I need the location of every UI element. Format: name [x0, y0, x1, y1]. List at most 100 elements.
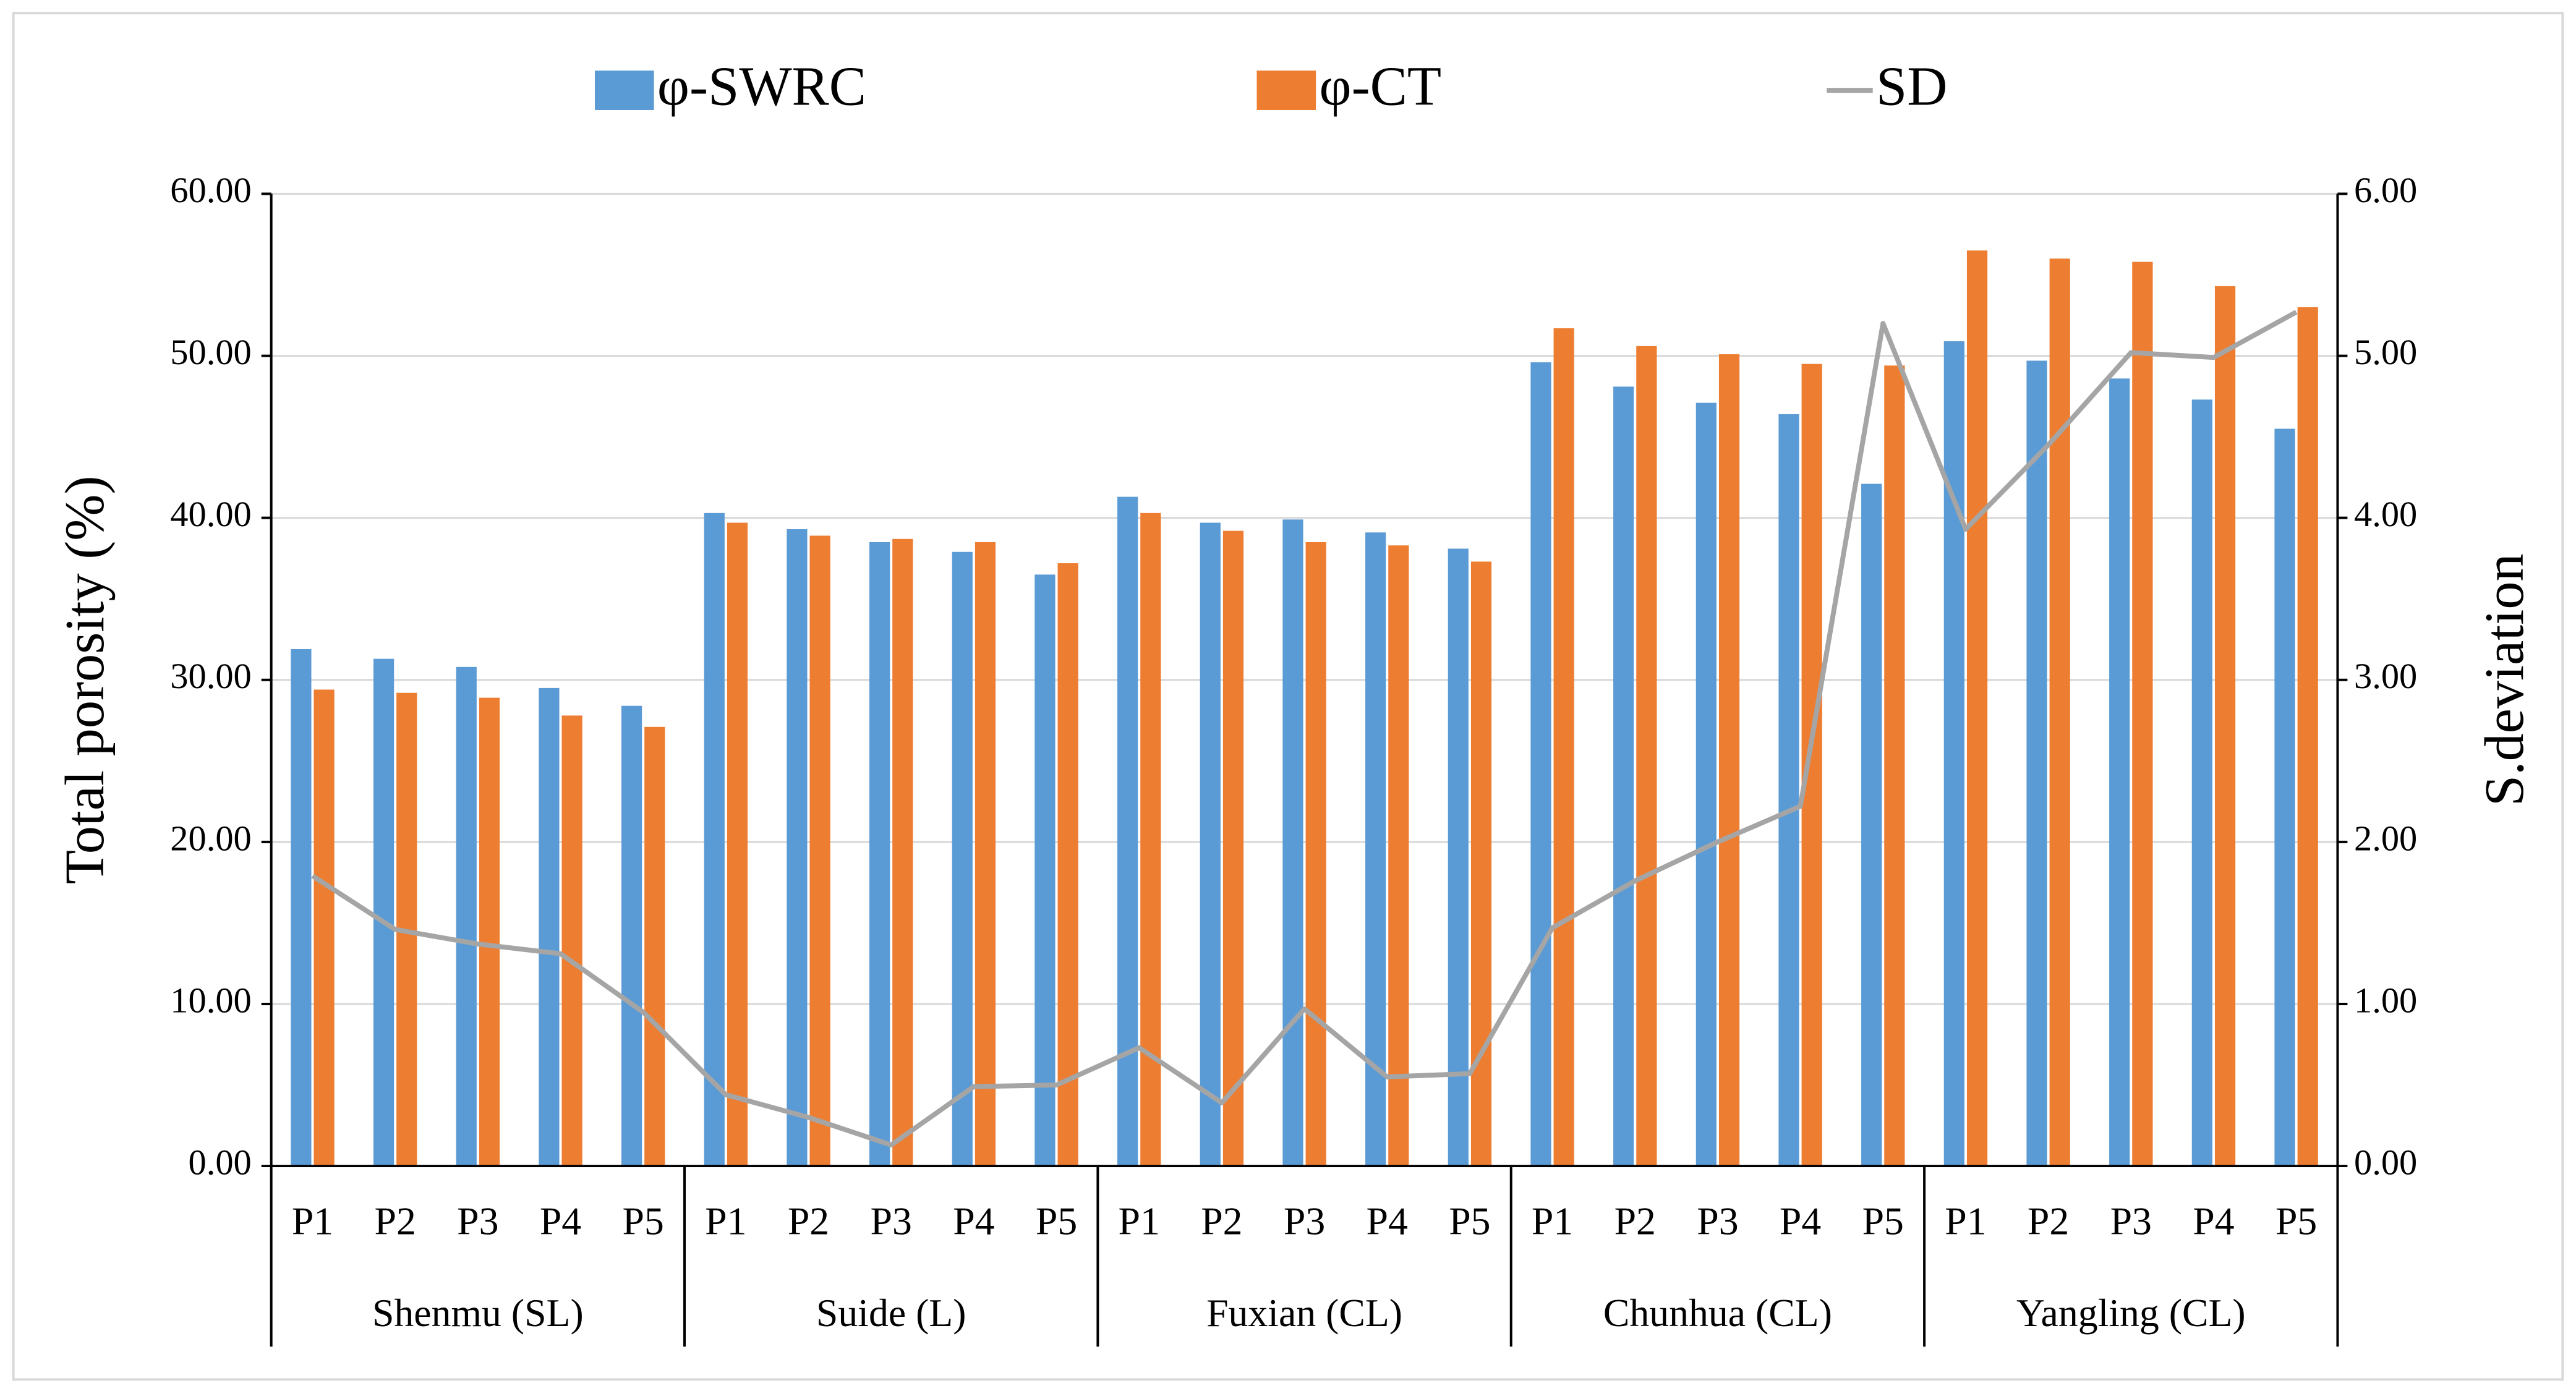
y-axis-label: Total porosity (%): [54, 475, 116, 884]
y2-tick-label: 5.00: [2354, 332, 2417, 372]
bar: [952, 551, 973, 1167]
bar: [1966, 250, 1988, 1167]
x-tick-label: P5: [623, 1199, 664, 1243]
bar: [291, 649, 312, 1167]
y2-tick-label: 4.00: [2354, 494, 2417, 534]
x-tick-label: P4: [1780, 1199, 1821, 1243]
x-tick-label: P4: [540, 1199, 581, 1243]
bar: [2297, 307, 2318, 1167]
bar: [2191, 399, 2212, 1167]
bar: [539, 687, 560, 1167]
bar: [313, 689, 335, 1167]
bar: [1718, 354, 1740, 1167]
x-tick-label: P1: [705, 1199, 746, 1243]
bar: [1057, 563, 1078, 1167]
bar: [869, 542, 890, 1167]
x-tick-label: P2: [375, 1199, 416, 1243]
y-tick-label: 30.00: [170, 656, 251, 696]
y2-axis-label: S.deviation: [2473, 553, 2535, 806]
bar: [2109, 378, 2130, 1167]
legend-label: SD: [1876, 55, 1947, 117]
bar: [787, 529, 808, 1167]
bar: [1778, 414, 1799, 1167]
x-tick-label: P4: [953, 1199, 994, 1243]
bar: [479, 697, 500, 1167]
x-tick-label: P4: [2193, 1199, 2234, 1243]
bar: [2214, 286, 2236, 1167]
legend-label: φ-CT: [1319, 55, 1441, 117]
bar: [373, 658, 395, 1167]
y-tick-label: 40.00: [170, 494, 251, 534]
bar: [1117, 496, 1138, 1167]
y2-tick-label: 6.00: [2354, 170, 2417, 210]
x-tick-label: P4: [1367, 1199, 1408, 1243]
bar: [1613, 386, 1634, 1167]
bar: [704, 513, 725, 1167]
bar: [1034, 574, 1056, 1167]
bar: [2132, 262, 2153, 1167]
legend-label: φ-SWRC: [657, 55, 866, 117]
x-tick-label: P3: [2110, 1199, 2152, 1243]
x-tick-label: P3: [871, 1199, 912, 1243]
bar: [727, 522, 748, 1167]
x-tick-label: P2: [788, 1199, 829, 1243]
x-tick-label: P3: [1697, 1199, 1738, 1243]
bar: [1861, 483, 1882, 1167]
bar: [2026, 360, 2047, 1167]
bar: [1140, 513, 1161, 1167]
group-label: Fuxian (CL): [1206, 1291, 1402, 1335]
y-tick-label: 10.00: [170, 980, 251, 1020]
x-tick-label: P5: [1862, 1199, 1904, 1243]
bar: [892, 538, 913, 1167]
bar: [1470, 561, 1492, 1167]
legend-swatch: [594, 70, 654, 110]
bar: [1553, 328, 1574, 1167]
x-tick-label: P5: [1449, 1199, 1490, 1243]
group-label: Suide (L): [816, 1291, 966, 1335]
y-tick-label: 0.00: [189, 1142, 252, 1182]
bar: [1695, 402, 1717, 1167]
bar: [809, 535, 830, 1167]
y-tick-label: 50.00: [170, 332, 251, 372]
group-label: Yangling (CL): [2016, 1291, 2246, 1335]
bar: [1388, 545, 1409, 1167]
bar: [1282, 519, 1303, 1167]
y2-tick-label: 2.00: [2354, 818, 2417, 858]
bar: [561, 715, 582, 1167]
bar: [1530, 362, 1551, 1167]
bar: [2274, 428, 2295, 1167]
x-tick-label: P1: [1532, 1199, 1573, 1243]
bar: [1222, 530, 1244, 1167]
x-tick-label: P2: [1201, 1199, 1242, 1243]
bar: [1943, 341, 1964, 1167]
group-label: Chunhua (CL): [1603, 1291, 1832, 1335]
bar: [2049, 258, 2070, 1167]
y2-tick-label: 0.00: [2354, 1142, 2417, 1182]
x-tick-label: P5: [1036, 1199, 1077, 1243]
x-tick-label: P2: [1614, 1199, 1656, 1243]
bar: [975, 542, 996, 1167]
x-tick-label: P2: [2028, 1199, 2069, 1243]
y-tick-label: 60.00: [170, 170, 251, 210]
bar: [1801, 364, 1822, 1167]
y2-tick-label: 3.00: [2354, 656, 2417, 696]
bar: [621, 705, 642, 1167]
y2-tick-label: 1.00: [2354, 980, 2417, 1020]
y-tick-label: 20.00: [170, 818, 251, 858]
x-tick-label: P1: [1945, 1199, 1986, 1243]
bar: [1305, 542, 1326, 1167]
x-tick-label: P3: [1284, 1199, 1325, 1243]
sd-line: [311, 310, 2298, 1147]
bar: [456, 666, 477, 1167]
bar: [1200, 522, 1221, 1167]
bar: [1448, 548, 1469, 1167]
x-tick-label: P3: [457, 1199, 498, 1243]
bar: [1636, 346, 1657, 1167]
x-tick-label: P1: [292, 1199, 333, 1243]
bar: [1884, 365, 1905, 1167]
legend-swatch: [1256, 70, 1316, 110]
x-tick-label: P1: [1119, 1199, 1160, 1243]
group-label: Shenmu (SL): [372, 1291, 584, 1335]
